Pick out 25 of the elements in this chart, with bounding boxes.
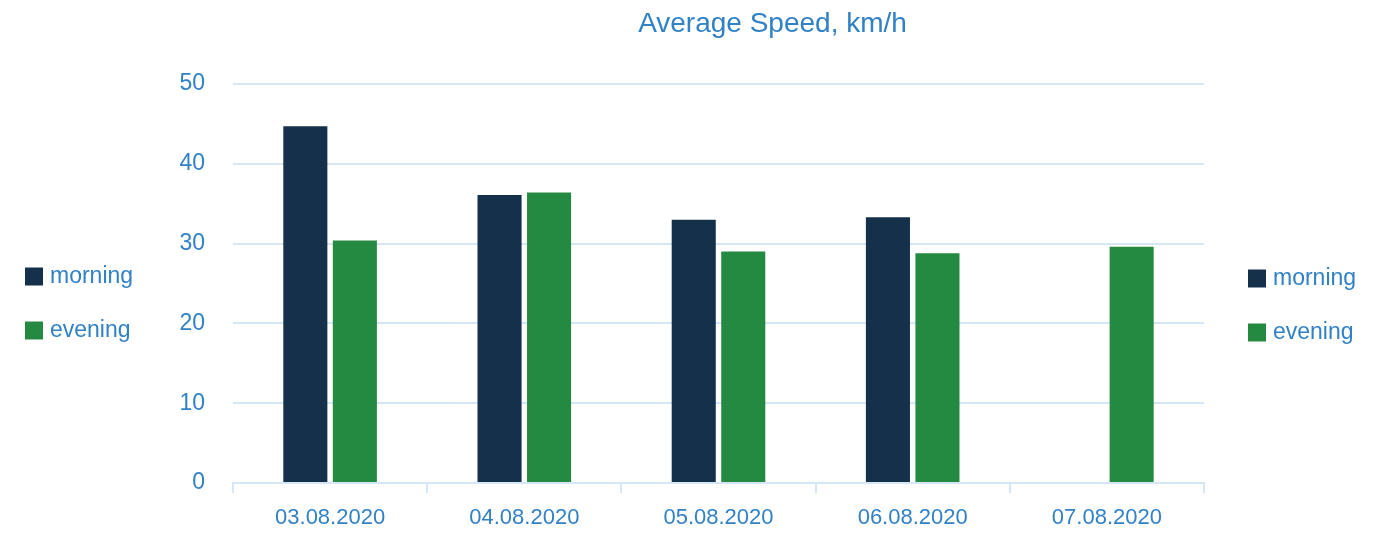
bar [671,219,716,482]
x-tick-label: 06.08.2020 [857,504,968,530]
bar [915,253,960,482]
y-tick-label: 10 [179,388,205,415]
y-tick-label: 0 [192,468,205,495]
text: morning [1273,263,1357,290]
bar [865,217,910,482]
text: evening [50,315,131,342]
y-tick-label: 50 [179,69,205,96]
legend-label: evening [1273,317,1354,344]
x-tick-label: 05.08.2020 [663,504,774,530]
bar [283,126,328,482]
y-tick-label: 20 [179,308,205,335]
bar [332,240,377,482]
x-tick-label: 03.08.2020 [275,504,386,530]
bar [721,251,766,482]
x-tick-label: 07.08.2020 [1051,504,1162,530]
y-tick-label: 30 [179,228,205,255]
x-tick-label: 04.08.2020 [469,504,580,530]
y-tick-label: 40 [179,149,205,176]
bar [527,192,572,482]
chart-title: Average Speed, km/h [638,6,907,38]
bar [1109,246,1154,482]
bar [477,194,522,482]
legend-label: morning [50,261,134,288]
